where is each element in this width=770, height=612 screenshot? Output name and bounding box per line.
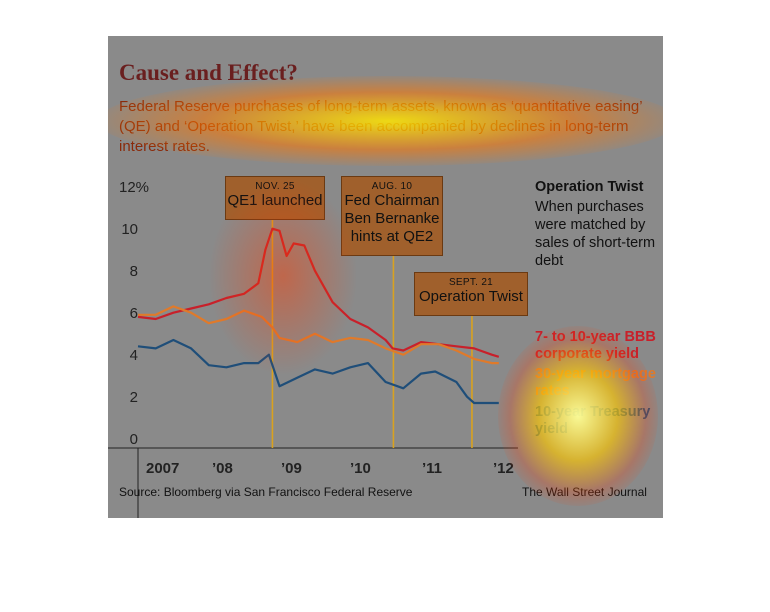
y-tick-label-6: 6	[129, 305, 138, 322]
y-tick-label-0: 0	[129, 431, 138, 448]
event-text: QE1 launched	[227, 192, 323, 209]
y-tick-label-2: 2	[129, 389, 138, 406]
sidebar-heading: Operation Twist	[535, 179, 644, 195]
series-line-1	[138, 305, 499, 365]
event-text: Operation Twist	[419, 288, 523, 305]
y-tick-label-10: 10	[121, 221, 138, 238]
legend-corporate: 7- to 10-year BBB corporate yield	[535, 329, 656, 362]
y-tick-label-12: 12%	[119, 179, 150, 196]
legend-mortgage: 30-year mortgage rates	[535, 366, 656, 399]
x-tick-label-2007: 2007	[146, 460, 180, 477]
chart-title: Cause and Effect?	[119, 60, 298, 85]
x-tick-label-10: ’10	[350, 460, 371, 477]
y-tick-label-8: 8	[129, 263, 138, 280]
x-tick-label-09: ’09	[281, 460, 302, 477]
event-callout-qe2: AUG. 10 Fed Chairman Ben Bernanke hints …	[341, 176, 443, 256]
x-tick-label-11: ’11	[422, 460, 443, 477]
publisher-credit: The Wall Street Journal	[522, 485, 647, 499]
event-date: AUG. 10	[371, 181, 413, 192]
series-line-2	[137, 338, 499, 405]
sidebar-body: When purchases were matched by sales of …	[535, 199, 656, 269]
event-date: NOV. 25	[255, 181, 295, 192]
legend-treasury: 10-year Treasury yield	[535, 404, 651, 437]
chart-subtitle: Federal Reserve purchases of long-term a…	[119, 98, 643, 155]
event-callout-twist: SEPT. 21 Operation Twist	[414, 272, 528, 316]
x-tick-label-12: ’12	[493, 460, 514, 477]
source-note: Source: Bloomberg via San Francisco Fede…	[119, 485, 413, 499]
chart-frame: Cause and Effect? Federal Reserve purcha…	[108, 36, 663, 518]
x-tick-label-08: ’08	[212, 460, 233, 477]
event-text: Fed Chairman Ben Bernanke hints at QE2	[344, 192, 440, 245]
y-tick-label-4: 4	[129, 347, 138, 364]
chart-plot	[108, 218, 518, 518]
event-callout-qe1: NOV. 25 QE1 launched	[225, 176, 325, 220]
event-date: SEPT. 21	[448, 277, 494, 288]
